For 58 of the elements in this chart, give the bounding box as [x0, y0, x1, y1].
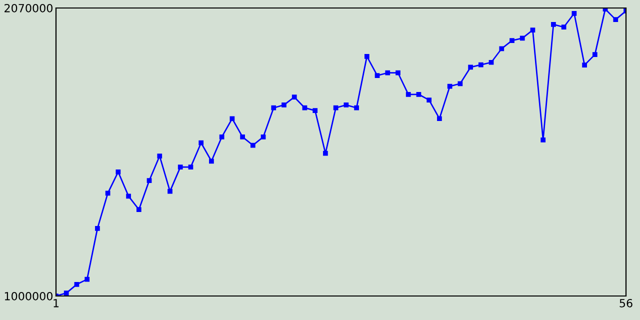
point [406, 92, 411, 97]
y-tick-label: 2070000 [4, 4, 52, 12]
point [572, 10, 577, 16]
point [188, 164, 194, 170]
point [385, 70, 390, 76]
point [551, 22, 556, 27]
point [312, 108, 318, 113]
point [302, 105, 308, 110]
point [426, 98, 432, 102]
point [198, 140, 204, 146]
point [230, 116, 235, 122]
point [95, 226, 100, 231]
point [168, 188, 172, 194]
point [364, 54, 370, 59]
point [437, 116, 442, 122]
point [354, 105, 359, 110]
point [344, 102, 349, 108]
point [540, 137, 546, 142]
point [250, 142, 256, 148]
point [209, 158, 214, 164]
point [271, 105, 276, 110]
point [396, 70, 400, 76]
point [74, 282, 80, 287]
point [499, 46, 504, 52]
point [333, 105, 338, 110]
point [240, 134, 245, 140]
point [146, 178, 152, 183]
point [478, 62, 484, 68]
point [416, 92, 422, 97]
point [105, 190, 110, 196]
point [530, 28, 536, 32]
point [374, 73, 380, 78]
x-tick-label: 1 [54, 299, 59, 308]
point [323, 150, 328, 156]
point [157, 154, 162, 158]
point [613, 17, 618, 22]
point [116, 169, 121, 174]
point [510, 38, 514, 43]
line-series [56, 8, 626, 296]
point [126, 194, 131, 199]
point [582, 62, 587, 68]
y-tick-label: 1000000 [4, 292, 52, 300]
point [488, 60, 494, 65]
point [84, 276, 90, 282]
point [260, 134, 266, 140]
point [292, 94, 297, 100]
point [592, 52, 598, 57]
point [178, 164, 183, 170]
point [520, 36, 525, 41]
point [136, 207, 142, 212]
point [468, 64, 473, 70]
point [219, 134, 224, 140]
point [447, 84, 452, 89]
point [561, 24, 566, 30]
point [458, 81, 463, 86]
x-tick-label: 56 [620, 298, 632, 308]
point [64, 290, 69, 296]
point [282, 102, 286, 108]
